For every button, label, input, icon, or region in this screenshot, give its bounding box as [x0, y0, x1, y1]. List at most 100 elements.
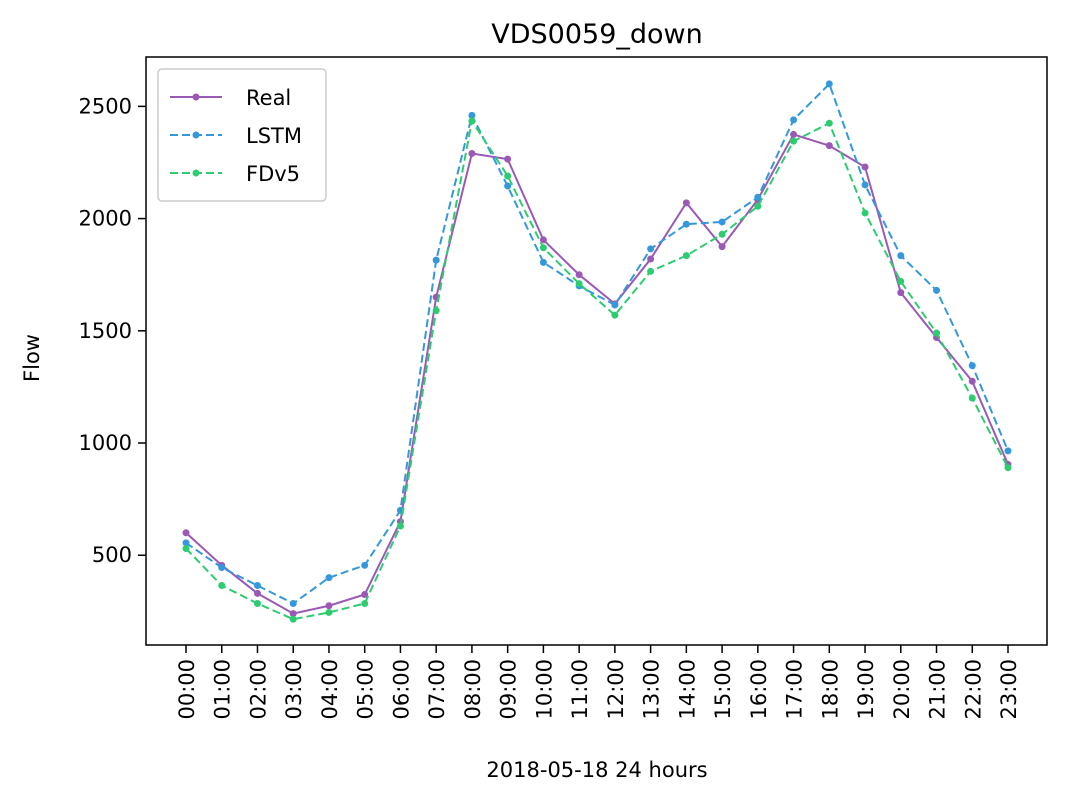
data-point: [825, 119, 833, 127]
series-real: [182, 130, 1012, 618]
data-point: [539, 236, 547, 244]
data-point: [825, 80, 833, 88]
data-point: [968, 377, 976, 385]
data-point: [539, 244, 547, 252]
y-tick-label: 500: [92, 543, 132, 567]
x-tick-label: 13:00: [640, 659, 664, 720]
data-point: [933, 286, 941, 294]
data-point: [575, 271, 583, 279]
data-point: [861, 181, 869, 189]
x-tick-label: 01:00: [211, 659, 235, 720]
data-point: [396, 522, 404, 530]
data-point: [790, 130, 798, 138]
x-tick-label: 21:00: [926, 659, 950, 720]
data-point: [718, 230, 726, 238]
y-axis-label: Flow: [20, 334, 44, 382]
x-tick-label: 22:00: [961, 659, 985, 720]
data-point: [611, 301, 619, 309]
data-point: [539, 258, 547, 266]
x-tick-label: 12:00: [604, 659, 628, 720]
legend-item: FDv5: [170, 162, 300, 186]
data-point: [1004, 464, 1012, 472]
y-tick-label: 2000: [79, 207, 132, 231]
x-tick-label: 17:00: [783, 659, 807, 720]
data-point: [647, 245, 655, 253]
y-tick-label: 1000: [79, 431, 132, 455]
x-tick-label: 07:00: [425, 659, 449, 720]
data-point: [468, 117, 476, 125]
data-point: [718, 218, 726, 226]
x-axis: 00:00 01:00 02:00 03:00 04:00 05:00 06:00 07:00…: [175, 645, 1021, 720]
data-point: [361, 591, 369, 599]
x-tick-label: 06:00: [389, 659, 413, 720]
data-point: [754, 202, 762, 210]
x-tick-label: 05:00: [354, 659, 378, 720]
x-tick-label: 16:00: [747, 659, 771, 720]
data-point: [754, 193, 762, 201]
data-point: [218, 582, 226, 590]
data-point: [897, 277, 905, 285]
data-point: [253, 599, 261, 607]
x-axis-label: 2018-05-18 24 hours: [486, 758, 707, 782]
data-point: [325, 608, 333, 616]
legend-marker: [192, 169, 200, 177]
data-point: [861, 209, 869, 217]
y-tick-label: 2500: [79, 94, 132, 118]
legend-frame: [157, 68, 327, 202]
data-point: [968, 394, 976, 402]
series-fdv5: [182, 117, 1012, 623]
data-point: [861, 163, 869, 171]
y-tick-label: 1500: [79, 319, 132, 343]
data-point: [218, 564, 226, 572]
data-point: [825, 142, 833, 150]
legend-label: LSTM: [246, 124, 302, 148]
x-tick-label: 19:00: [854, 659, 878, 720]
x-tick-label: 04:00: [318, 659, 342, 720]
x-tick-label: 14:00: [675, 659, 699, 720]
data-point: [468, 111, 476, 119]
data-point: [933, 329, 941, 337]
data-point: [432, 307, 440, 315]
data-point: [1004, 447, 1012, 455]
data-point: [682, 252, 690, 260]
x-tick-label: 02:00: [246, 659, 270, 720]
x-tick-label: 08:00: [461, 659, 485, 720]
y-axis: 500 1000 1500 2000 2500: [79, 94, 146, 567]
data-point: [504, 155, 512, 163]
data-point: [682, 199, 690, 207]
legend-marker: [192, 93, 200, 101]
data-point: [325, 574, 333, 582]
series-line: [185, 118, 1009, 621]
x-tick-label: 10:00: [532, 659, 556, 720]
x-tick-label: 20:00: [890, 659, 914, 720]
data-point: [432, 256, 440, 264]
data-point: [182, 539, 190, 547]
legend-item: Real: [170, 86, 291, 110]
data-point: [361, 561, 369, 569]
data-point: [968, 362, 976, 370]
data-point: [289, 615, 297, 623]
data-point: [504, 172, 512, 180]
data-point: [289, 599, 297, 607]
series-line: [185, 133, 1009, 615]
data-point: [504, 182, 512, 190]
data-point: [790, 116, 798, 124]
x-tick-label: 18:00: [818, 659, 842, 720]
data-point: [289, 610, 297, 618]
data-point: [182, 544, 190, 552]
legend: Real LSTM FDv5: [157, 68, 327, 202]
x-tick-label: 09:00: [497, 659, 521, 720]
data-point: [897, 289, 905, 297]
data-point: [682, 220, 690, 228]
data-point: [253, 582, 261, 590]
series-layer: [182, 80, 1012, 623]
x-tick-label: 00:00: [175, 659, 199, 720]
data-point: [575, 280, 583, 288]
x-tick-label: 11:00: [568, 659, 592, 720]
data-point: [790, 137, 798, 145]
data-point: [182, 529, 190, 537]
data-point: [325, 602, 333, 610]
data-point: [718, 243, 726, 251]
legend-label: FDv5: [246, 162, 300, 186]
